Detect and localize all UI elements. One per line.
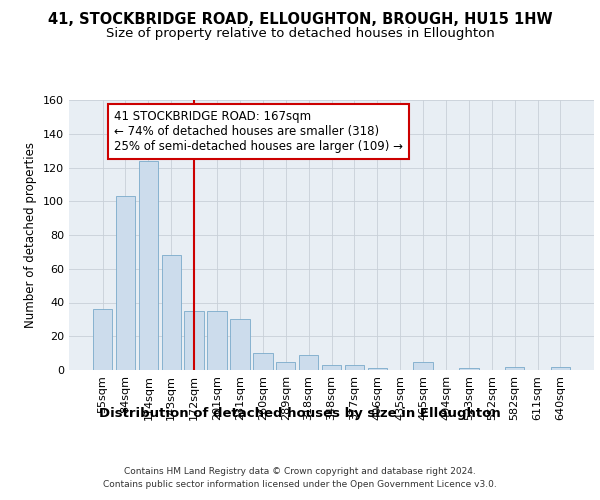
Y-axis label: Number of detached properties: Number of detached properties: [25, 142, 37, 328]
Bar: [230, 320, 250, 370]
Bar: [413, 362, 433, 370]
Bar: [116, 196, 135, 370]
Bar: [344, 365, 364, 370]
Bar: [93, 309, 112, 370]
Text: 41, STOCKBRIDGE ROAD, ELLOUGHTON, BROUGH, HU15 1HW: 41, STOCKBRIDGE ROAD, ELLOUGHTON, BROUGH…: [47, 12, 553, 28]
Bar: [368, 368, 387, 370]
Bar: [459, 368, 479, 370]
Text: Distribution of detached houses by size in Elloughton: Distribution of detached houses by size …: [99, 408, 501, 420]
Bar: [299, 355, 319, 370]
Bar: [322, 365, 341, 370]
Bar: [161, 255, 181, 370]
Text: 41 STOCKBRIDGE ROAD: 167sqm
← 74% of detached houses are smaller (318)
25% of se: 41 STOCKBRIDGE ROAD: 167sqm ← 74% of det…: [114, 110, 403, 153]
Text: Contains public sector information licensed under the Open Government Licence v3: Contains public sector information licen…: [103, 480, 497, 489]
Text: Size of property relative to detached houses in Elloughton: Size of property relative to detached ho…: [106, 28, 494, 40]
Bar: [551, 366, 570, 370]
Text: Contains HM Land Registry data © Crown copyright and database right 2024.: Contains HM Land Registry data © Crown c…: [124, 468, 476, 476]
Bar: [505, 366, 524, 370]
Bar: [253, 353, 272, 370]
Bar: [184, 311, 204, 370]
Bar: [276, 362, 295, 370]
Bar: [208, 311, 227, 370]
Bar: [139, 161, 158, 370]
